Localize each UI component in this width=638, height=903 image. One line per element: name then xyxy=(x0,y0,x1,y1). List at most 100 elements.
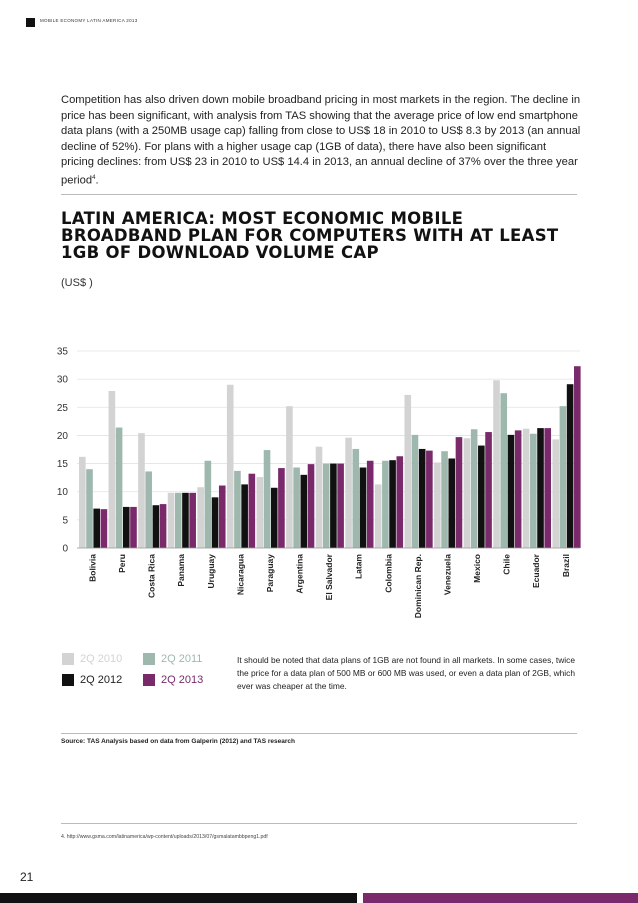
bar-panama-2q-2010 xyxy=(167,492,175,548)
bar-brazil-2q-2012 xyxy=(566,384,574,548)
bar-latam-2q-2012 xyxy=(359,467,367,548)
bar-latam-2q-2013 xyxy=(366,460,374,548)
bar-argentina-2q-2010 xyxy=(286,406,293,548)
chart-unit: (US$ ) xyxy=(61,277,93,289)
bar-bolivia-2q-2012 xyxy=(93,508,100,548)
bar-uruguay-2q-2013 xyxy=(218,485,226,548)
bar-dominican-rep--2q-2012 xyxy=(418,448,426,548)
bar-ecuador-2q-2011 xyxy=(530,433,537,548)
running-header: MOBILE ECONOMY LATIN AMERICA 2013 xyxy=(40,18,138,23)
bar-uruguay-2q-2012 xyxy=(211,497,219,548)
bar-paraguay-2q-2013 xyxy=(278,468,285,548)
chart-note: It should be noted that data plans of 1G… xyxy=(237,655,575,691)
bar-dominican-rep--2q-2013 xyxy=(426,450,433,548)
bar-latam-2q-2010 xyxy=(345,437,352,548)
bar-argentina-2q-2011 xyxy=(293,467,300,548)
bar-argentina-2q-2012 xyxy=(300,474,308,548)
x-tick-label: Uruguay xyxy=(206,554,216,589)
bar-peru-2q-2010 xyxy=(108,390,116,548)
bar-mexico-2q-2013 xyxy=(485,432,492,548)
legend-label-2012: 2Q 2012 xyxy=(80,674,123,686)
legend-swatch-2012 xyxy=(62,674,74,686)
y-tick-label: 35 xyxy=(57,347,69,358)
bar-mexico-2q-2012 xyxy=(478,445,485,548)
bar-brazil-2q-2013 xyxy=(574,366,581,548)
y-tick-label: 5 xyxy=(62,515,68,526)
bar-bolivia-2q-2010 xyxy=(79,456,86,548)
x-tick-label: Paraguay xyxy=(265,554,275,593)
y-tick-label: 15 xyxy=(57,459,69,470)
x-tick-label: Venezuela xyxy=(442,554,452,595)
x-tick-label: Nicaragua xyxy=(235,554,245,595)
x-tick-label: Chile xyxy=(502,554,512,575)
bar-costa-rica-2q-2010 xyxy=(138,433,145,548)
bar-el-salvador-2q-2012 xyxy=(330,463,337,548)
bar-dominican-rep--2q-2011 xyxy=(411,434,419,548)
bar-argentina-2q-2013 xyxy=(307,464,315,548)
bar-venezuela-2q-2011 xyxy=(441,451,448,548)
bar-brazil-2q-2011 xyxy=(559,406,567,548)
bar-colombia-2q-2013 xyxy=(396,456,404,548)
bar-panama-2q-2013 xyxy=(189,492,196,548)
bar-el-salvador-2q-2011 xyxy=(322,463,330,548)
footnote-ref: 4 xyxy=(92,174,96,181)
chart-title: LATIN AMERICA: MOST ECONOMIC MOBILE BROA… xyxy=(61,209,559,262)
bar-venezuela-2q-2013 xyxy=(455,437,463,548)
legend-label-2011: 2Q 2011 xyxy=(161,653,203,665)
bar-panama-2q-2012 xyxy=(182,492,189,548)
page-number: 21 xyxy=(20,870,34,884)
bar-brazil-2q-2010 xyxy=(552,439,560,548)
bar-dominican-rep--2q-2010 xyxy=(404,394,412,548)
bar-costa-rica-2q-2011 xyxy=(145,471,152,548)
bar-chile-2q-2011 xyxy=(500,393,508,548)
bar-uruguay-2q-2010 xyxy=(197,487,204,548)
bar-bolivia-2q-2011 xyxy=(86,469,93,548)
chart-source: Source: TAS Analysis based on data from … xyxy=(61,738,295,745)
divider-top xyxy=(61,194,577,195)
x-tick-label: Latam xyxy=(354,554,364,579)
x-tick-label: Costa Rica xyxy=(147,554,157,598)
divider-footnote xyxy=(61,823,577,824)
x-tick-label: Ecuador xyxy=(531,553,541,588)
bar-uruguay-2q-2011 xyxy=(204,460,212,548)
x-tick-label: Argentina xyxy=(295,554,305,594)
bar-mexico-2q-2011 xyxy=(470,429,478,548)
x-tick-label: El Salvador xyxy=(324,553,334,600)
legend-swatch-2011 xyxy=(143,653,155,665)
x-tick-label: Peru xyxy=(117,554,127,573)
bar-venezuela-2q-2012 xyxy=(448,458,456,548)
x-tick-label: Mexico xyxy=(472,554,482,583)
bar-ecuador-2q-2012 xyxy=(537,428,544,548)
x-tick-label: Dominican Rep. xyxy=(413,554,423,618)
bar-chile-2q-2012 xyxy=(507,434,515,548)
bar-colombia-2q-2010 xyxy=(374,484,382,548)
bar-nicaragua-2q-2011 xyxy=(234,470,241,548)
bar-bolivia-2q-2013 xyxy=(100,509,108,548)
bar-paraguay-2q-2012 xyxy=(270,487,278,548)
intro-text: Competition has also driven down mobile … xyxy=(61,94,581,187)
bar-nicaragua-2q-2010 xyxy=(226,384,234,548)
footer-bar-purple xyxy=(363,893,638,903)
footer-bar-black xyxy=(0,893,357,903)
bar-nicaragua-2q-2012 xyxy=(241,484,248,548)
bar-peru-2q-2011 xyxy=(115,427,123,548)
bar-el-salvador-2q-2013 xyxy=(337,463,344,548)
bar-costa-rica-2q-2012 xyxy=(152,505,160,548)
bar-chile-2q-2013 xyxy=(514,430,522,548)
x-tick-label: Brazil xyxy=(561,554,571,577)
y-tick-label: 20 xyxy=(57,431,69,442)
legend-swatch-2010 xyxy=(62,653,74,665)
intro-end: . xyxy=(95,174,99,187)
bar-peru-2q-2013 xyxy=(130,506,137,548)
gsma-logo-icon xyxy=(26,18,35,27)
bar-el-salvador-2q-2010 xyxy=(315,446,323,548)
bar-nicaragua-2q-2013 xyxy=(248,473,256,548)
bar-ecuador-2q-2013 xyxy=(544,428,552,548)
bar-costa-rica-2q-2013 xyxy=(159,504,167,548)
bar-paraguay-2q-2010 xyxy=(256,477,264,548)
legend-swatch-2013 xyxy=(143,674,155,686)
x-tick-label: Bolivia xyxy=(87,554,97,582)
intro-paragraph: Competition has also driven down mobile … xyxy=(61,93,581,189)
x-tick-label: Panama xyxy=(176,554,186,587)
bar-panama-2q-2011 xyxy=(174,492,182,548)
